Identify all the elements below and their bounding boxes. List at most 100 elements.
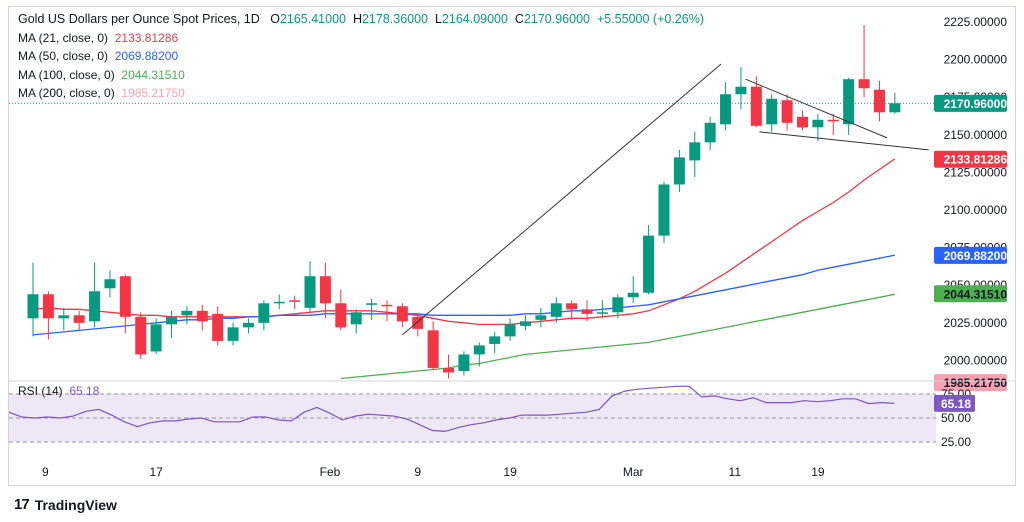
indicator-ma50[interactable]: MA (50, close, 0) 2069.88200 [18, 47, 704, 66]
candle[interactable] [150, 318, 162, 355]
candle[interactable] [797, 110, 808, 131]
candle[interactable] [612, 294, 624, 319]
time-tick-label: 9 [414, 465, 421, 479]
candle[interactable] [704, 116, 716, 150]
indicator-ma21[interactable]: MA (21, close, 0) 2133.81286 [18, 29, 704, 48]
candle[interactable] [27, 262, 39, 337]
indicator-ma100[interactable]: MA (100, close, 0) 2044.31510 [18, 66, 704, 85]
candle-body [58, 315, 70, 319]
candle[interactable] [443, 354, 455, 379]
candle[interactable] [258, 300, 270, 331]
candle[interactable] [289, 295, 301, 310]
candle-body [289, 300, 301, 302]
ma21-price-tag[interactable]: 2133.81286 [934, 150, 1007, 168]
candle[interactable] [827, 113, 839, 135]
candle[interactable] [473, 342, 485, 367]
ma100-label: MA (100, close, 0) [18, 67, 115, 82]
candle[interactable] [873, 80, 885, 122]
chart-canvas[interactable]: 2225.000002200.000002175.000002150.00000… [8, 7, 1015, 485]
candle[interactable] [689, 131, 701, 177]
candle[interactable] [504, 318, 516, 341]
rsi-label: RSI (14) [18, 384, 63, 398]
trend-line[interactable] [759, 131, 929, 151]
candle[interactable] [550, 297, 562, 323]
candle-body [873, 89, 885, 113]
candle[interactable] [396, 303, 408, 328]
candle-body [735, 86, 747, 95]
candle[interactable] [812, 113, 824, 141]
candle-body [135, 316, 147, 355]
candle[interactable] [427, 321, 439, 370]
candle[interactable] [535, 307, 547, 328]
candle[interactable] [242, 318, 254, 334]
candle[interactable] [335, 289, 347, 331]
price-tick-label: 2025.00000 [944, 316, 1008, 330]
tradingview-brand[interactable]: 17 TradingView [14, 496, 117, 513]
ma200-price-tag[interactable]: 1985.21750 [934, 374, 1007, 392]
candle[interactable] [519, 315, 531, 331]
candle[interactable] [196, 304, 208, 331]
high-label: H [352, 12, 362, 26]
trend-line[interactable] [402, 63, 722, 336]
candle[interactable] [381, 300, 393, 322]
candle[interactable] [42, 291, 54, 340]
candle[interactable] [350, 309, 362, 334]
last-price-tag[interactable]: 2170.96000 [934, 94, 1007, 112]
chart-legend: Gold US Dollars per Ounce Spot Prices, 1… [18, 10, 704, 103]
price-tick-label: 2225.00000 [944, 15, 1008, 29]
candle[interactable] [843, 77, 855, 135]
indicator-ma200[interactable]: MA (200, close, 0) 1985.21750 [18, 84, 704, 103]
candle-body [304, 276, 316, 308]
candle-body [750, 86, 762, 126]
candle-body [227, 327, 239, 341]
ma100-price-tag-bg [934, 285, 1007, 303]
candle[interactable] [58, 307, 70, 331]
candle[interactable] [166, 310, 178, 338]
candle[interactable] [366, 298, 378, 320]
candle[interactable] [750, 76, 762, 128]
candle[interactable] [858, 25, 870, 98]
candle-body [797, 116, 808, 128]
candle[interactable] [781, 94, 793, 131]
trend-line[interactable] [745, 78, 888, 139]
candle[interactable] [73, 310, 85, 331]
rsi-value-tag[interactable]: 65.18 [934, 394, 975, 412]
candle-body [458, 354, 470, 371]
candle[interactable] [104, 270, 116, 298]
candle[interactable] [658, 181, 670, 244]
candle-body [443, 367, 455, 373]
candle[interactable] [566, 300, 578, 320]
candle-body [350, 312, 362, 325]
candle[interactable] [489, 331, 501, 353]
candle[interactable] [119, 274, 131, 334]
time-tick-label: Mar [623, 465, 644, 479]
ma50-price-tag-text: 2069.88200 [944, 249, 1008, 263]
candle[interactable] [135, 312, 147, 359]
candle[interactable] [412, 313, 424, 337]
candle[interactable] [673, 149, 685, 192]
ma100-price-tag-text: 2044.31510 [944, 287, 1008, 301]
candle[interactable] [319, 262, 331, 319]
candle[interactable] [273, 294, 285, 310]
candle[interactable] [181, 306, 193, 325]
candle[interactable] [581, 300, 593, 322]
candle[interactable] [766, 94, 778, 132]
candle[interactable] [89, 262, 101, 328]
ma100-price-tag[interactable]: 2044.31510 [934, 285, 1008, 303]
rsi-legend[interactable]: RSI (14) 65.18 [18, 384, 99, 398]
candle-body [658, 184, 670, 236]
candle[interactable] [720, 82, 732, 131]
candle[interactable] [212, 306, 224, 346]
candle-body [273, 301, 285, 304]
candle-body [104, 279, 116, 289]
candle[interactable] [458, 351, 470, 376]
candle[interactable] [627, 276, 639, 304]
candle[interactable] [596, 300, 608, 319]
ma50-price-tag[interactable]: 2069.88200 [934, 246, 1008, 264]
candle[interactable] [735, 67, 747, 110]
chart-frame: 2225.000002200.000002175.000002150.00000… [8, 6, 1016, 486]
candle[interactable] [227, 322, 239, 346]
price-tick-label: 2000.00000 [944, 353, 1008, 367]
candle[interactable] [643, 225, 655, 295]
candle[interactable] [304, 261, 316, 313]
